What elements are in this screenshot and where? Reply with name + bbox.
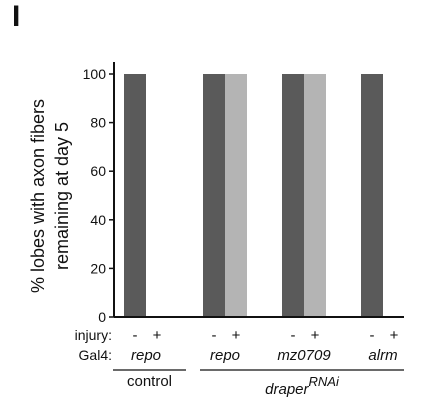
injury-symbol: - [370,327,375,344]
injury-row-label: injury: [75,327,112,343]
y-tick-label: 100 [83,66,107,82]
gal4-label: alrm [368,347,397,364]
gal4-label: mz0709 [277,347,331,364]
gal4-row-label: Gal4: [79,347,112,363]
group-bracket-label: draperRNAi [265,374,340,398]
group-bracket-label-text: draper [265,381,309,398]
y-axis-label-line: % lobes with axon fibers [28,99,48,293]
y-tick-label: 40 [90,212,106,228]
y-axis-label: % lobes with axon fibers remaining at day… [28,99,72,293]
group-bracket-superscript: RNAi [309,374,340,389]
y-axis-label-line: remaining at day 5 [52,122,72,270]
bar-3-uninjured [282,74,304,317]
group-bracket-label: control [127,373,172,390]
bar-4-uninjured [361,74,383,317]
y-tick-label: 60 [90,163,106,179]
injury-symbol: + [311,327,320,344]
injury-symbol: - [291,327,296,344]
injury-symbol: + [153,327,162,344]
injury-symbol: + [390,327,399,344]
injury-symbol: + [232,327,241,344]
gal4-label: repo [210,347,240,364]
panel-label: I [12,0,21,33]
y-tick-label: 80 [90,115,106,131]
bar-3-injured [304,74,326,317]
injury-symbol: - [212,327,217,344]
gal4-label: repo [131,347,161,364]
bar-2-uninjured [203,74,225,317]
y-tick-label: 20 [90,260,106,276]
bar-1-uninjured [124,74,146,317]
bar-2-injured [225,74,247,317]
group-bracket-label-text: control [127,373,172,390]
y-tick-label: 0 [98,309,106,325]
injury-symbol: - [133,327,138,344]
